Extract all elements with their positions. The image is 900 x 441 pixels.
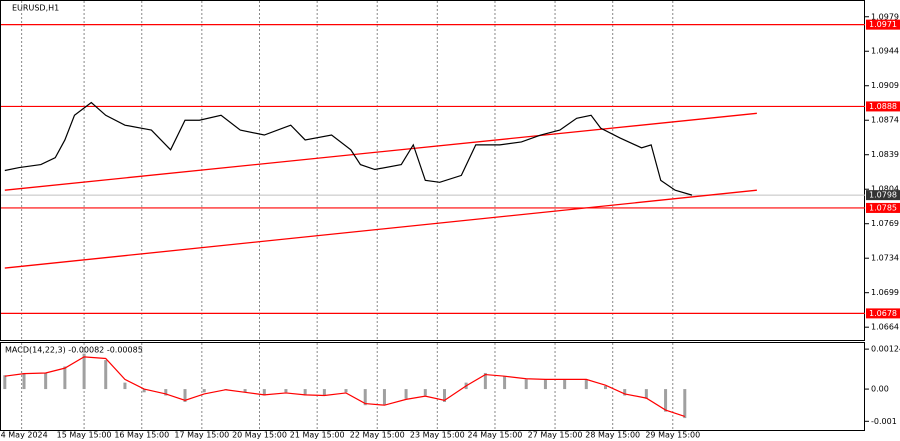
macd-bar <box>3 375 7 390</box>
macd-bar <box>382 389 386 406</box>
level-label: 1.0971 <box>869 20 897 29</box>
last-price-label: 1.0798 <box>869 191 897 200</box>
macd-bar <box>164 389 168 396</box>
x-tick-label: 27 May 15:00 <box>528 431 583 440</box>
price-line <box>4 101 693 196</box>
macd-bar <box>322 389 326 396</box>
y-tick-label: 1.0664 <box>871 323 899 332</box>
trend-line <box>4 189 757 269</box>
macd-bar <box>664 389 668 412</box>
x-tick-label: 17 May 15:00 <box>174 431 229 440</box>
macd-bar <box>344 389 348 393</box>
macd-bar <box>363 389 367 406</box>
level-box <box>866 308 900 319</box>
macd-bar <box>584 379 588 390</box>
x-tick-label: 14 May 2024 <box>0 431 48 440</box>
macd-bar <box>543 379 547 390</box>
macd-bar <box>683 389 687 419</box>
macd-bar <box>82 353 86 390</box>
macd-bar <box>503 376 507 390</box>
level-label: 1.0678 <box>869 309 897 318</box>
chart-title: EURUSD,H1 <box>12 4 59 13</box>
macd-bar <box>644 389 648 399</box>
x-tick-label: 21 May 15:00 <box>290 431 345 440</box>
y-tick-label: 1.0874 <box>871 116 899 125</box>
y-tick-label: 1.0979 <box>871 12 899 21</box>
y-tick-label: 0.00 <box>871 385 889 394</box>
x-tick-label: 22 May 15:00 <box>350 431 405 440</box>
macd-bar <box>44 372 48 390</box>
x-tick-label: 24 May 15:00 <box>468 431 523 440</box>
macd-bar <box>563 379 567 390</box>
y-tick-label: 1.0944 <box>871 47 899 56</box>
macd-bar <box>183 389 187 402</box>
y-tick-label: 1.0699 <box>871 288 899 297</box>
y-tick-label: -0.001 <box>871 417 897 426</box>
macd-bar <box>202 389 206 393</box>
macd-bar <box>604 385 607 390</box>
macd-bar <box>243 389 247 393</box>
level-box <box>866 101 900 112</box>
y-tick-label: 1.0804 <box>871 185 899 194</box>
x-tick-label: 20 May 15:00 <box>232 431 287 440</box>
level-label: 1.0785 <box>869 203 897 212</box>
macd-bar <box>63 366 67 390</box>
x-tick-label: 23 May 15:00 <box>410 431 465 440</box>
macd-bar <box>443 389 447 402</box>
x-tick-label: 16 May 15:00 <box>114 431 169 440</box>
y-tick-label: 1.0769 <box>871 219 899 228</box>
macd-title: MACD(14,22,3) -0.00082 -0.00085 <box>5 346 143 355</box>
last-price-box <box>866 190 900 201</box>
macd-bar <box>262 389 266 396</box>
macd-bar <box>524 379 528 390</box>
y-tick-label: 1.0734 <box>871 254 899 263</box>
main-panel <box>0 0 865 341</box>
level-label: 1.0888 <box>869 102 897 111</box>
macd-bar <box>483 372 487 390</box>
y-tick-label: 1.0909 <box>871 81 899 90</box>
y-tick-label: 1.0839 <box>871 150 899 159</box>
trend-line <box>4 112 757 191</box>
macd-bar <box>104 360 108 390</box>
macd-bar <box>423 389 427 396</box>
macd-bar <box>303 389 307 396</box>
macd-bar <box>22 372 26 390</box>
level-box <box>866 202 900 213</box>
macd-bar <box>404 389 408 399</box>
macd-bar <box>123 382 127 390</box>
macd-panel <box>0 342 865 431</box>
x-tick-label: 15 May 15:00 <box>57 431 112 440</box>
macd-bar <box>142 389 146 393</box>
macd-bar <box>284 389 288 393</box>
level-box <box>866 19 900 30</box>
x-tick-label: 28 May 15:00 <box>585 431 640 440</box>
x-tick-label: 29 May 15:00 <box>645 431 700 440</box>
signal-line <box>4 356 685 418</box>
y-tick-label: 0.00124 <box>871 345 900 354</box>
macd-bar <box>623 389 627 396</box>
